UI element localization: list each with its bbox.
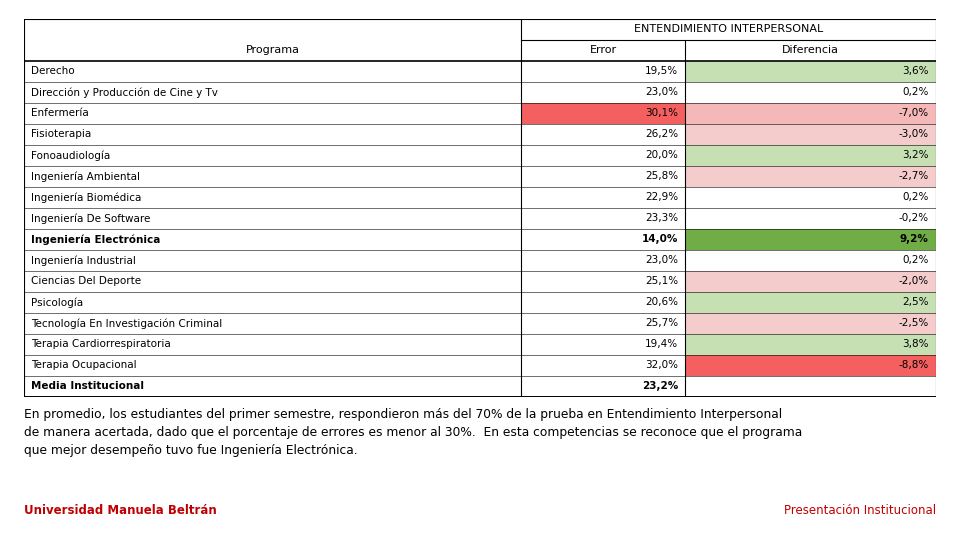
- Text: 9,2%: 9,2%: [900, 234, 928, 245]
- Bar: [685, 124, 936, 145]
- Text: 19,4%: 19,4%: [645, 340, 678, 349]
- Text: 32,0%: 32,0%: [645, 360, 678, 370]
- Bar: [685, 145, 936, 166]
- Bar: [685, 334, 936, 355]
- Text: 0,2%: 0,2%: [902, 192, 928, 202]
- Bar: [685, 61, 936, 82]
- Text: 22,9%: 22,9%: [645, 192, 678, 202]
- Text: Fisioterapia: Fisioterapia: [32, 130, 91, 139]
- Bar: [685, 292, 936, 313]
- Text: ENTENDIMIENTO INTERPERSONAL: ENTENDIMIENTO INTERPERSONAL: [634, 24, 823, 35]
- Bar: [521, 103, 685, 124]
- Text: 23,0%: 23,0%: [645, 87, 678, 97]
- Text: 25,1%: 25,1%: [645, 276, 678, 286]
- Text: 25,8%: 25,8%: [645, 171, 678, 181]
- Bar: [685, 271, 936, 292]
- Text: Dirección y Producción de Cine y Tv: Dirección y Producción de Cine y Tv: [32, 87, 218, 98]
- Text: 19,5%: 19,5%: [645, 66, 678, 76]
- Bar: [685, 166, 936, 187]
- Text: Ciencias Del Deporte: Ciencias Del Deporte: [32, 276, 141, 286]
- Text: Ingeniería Ambiental: Ingeniería Ambiental: [32, 171, 140, 181]
- Text: Universidad Manuela Beltrán: Universidad Manuela Beltrán: [24, 504, 217, 517]
- Text: 3,6%: 3,6%: [902, 66, 928, 76]
- Text: Derecho: Derecho: [32, 66, 75, 76]
- Text: -0,2%: -0,2%: [899, 213, 928, 224]
- Text: Ingeniería Biomédica: Ingeniería Biomédica: [32, 192, 142, 202]
- Text: -3,0%: -3,0%: [899, 130, 928, 139]
- Text: Diferencia: Diferencia: [782, 45, 839, 56]
- Text: 14,0%: 14,0%: [641, 234, 678, 245]
- Text: Ingeniería Industrial: Ingeniería Industrial: [32, 255, 136, 266]
- Text: Fonoaudiología: Fonoaudiología: [32, 150, 110, 161]
- Text: Presentación Institucional: Presentación Institucional: [784, 504, 936, 517]
- Text: 2,5%: 2,5%: [902, 298, 928, 307]
- Text: Ingeniería Electrónica: Ingeniería Electrónica: [32, 234, 160, 245]
- Text: 26,2%: 26,2%: [645, 130, 678, 139]
- Text: 3,2%: 3,2%: [902, 151, 928, 160]
- Text: 3,8%: 3,8%: [902, 340, 928, 349]
- Bar: [685, 313, 936, 334]
- Text: En promedio, los estudiantes del primer semestre, respondieron más del 70% de la: En promedio, los estudiantes del primer …: [24, 408, 803, 457]
- Text: -2,7%: -2,7%: [899, 171, 928, 181]
- Text: 25,7%: 25,7%: [645, 319, 678, 328]
- Text: Programa: Programa: [246, 45, 300, 56]
- Text: -2,5%: -2,5%: [899, 319, 928, 328]
- Text: Tecnología En Investigación Criminal: Tecnología En Investigación Criminal: [32, 318, 223, 329]
- Text: -2,0%: -2,0%: [899, 276, 928, 286]
- Text: 20,0%: 20,0%: [645, 151, 678, 160]
- Text: 0,2%: 0,2%: [902, 87, 928, 97]
- Text: 0,2%: 0,2%: [902, 255, 928, 265]
- Text: -8,8%: -8,8%: [899, 360, 928, 370]
- Bar: [685, 103, 936, 124]
- Text: 23,0%: 23,0%: [645, 255, 678, 265]
- Text: Terapia Cardiorrespiratoria: Terapia Cardiorrespiratoria: [32, 340, 171, 349]
- Bar: [685, 355, 936, 376]
- Text: Error: Error: [589, 45, 616, 56]
- Text: 30,1%: 30,1%: [645, 109, 678, 118]
- Bar: [685, 229, 936, 250]
- Text: Ingeniería De Software: Ingeniería De Software: [32, 213, 151, 224]
- Text: Psicología: Psicología: [32, 297, 84, 308]
- Text: 23,3%: 23,3%: [645, 213, 678, 224]
- Text: Terapia Ocupacional: Terapia Ocupacional: [32, 360, 137, 370]
- Text: -7,0%: -7,0%: [899, 109, 928, 118]
- Text: Enfermería: Enfermería: [32, 109, 89, 118]
- Text: Media Institucional: Media Institucional: [32, 381, 144, 391]
- Text: 20,6%: 20,6%: [645, 298, 678, 307]
- Text: 23,2%: 23,2%: [641, 381, 678, 391]
